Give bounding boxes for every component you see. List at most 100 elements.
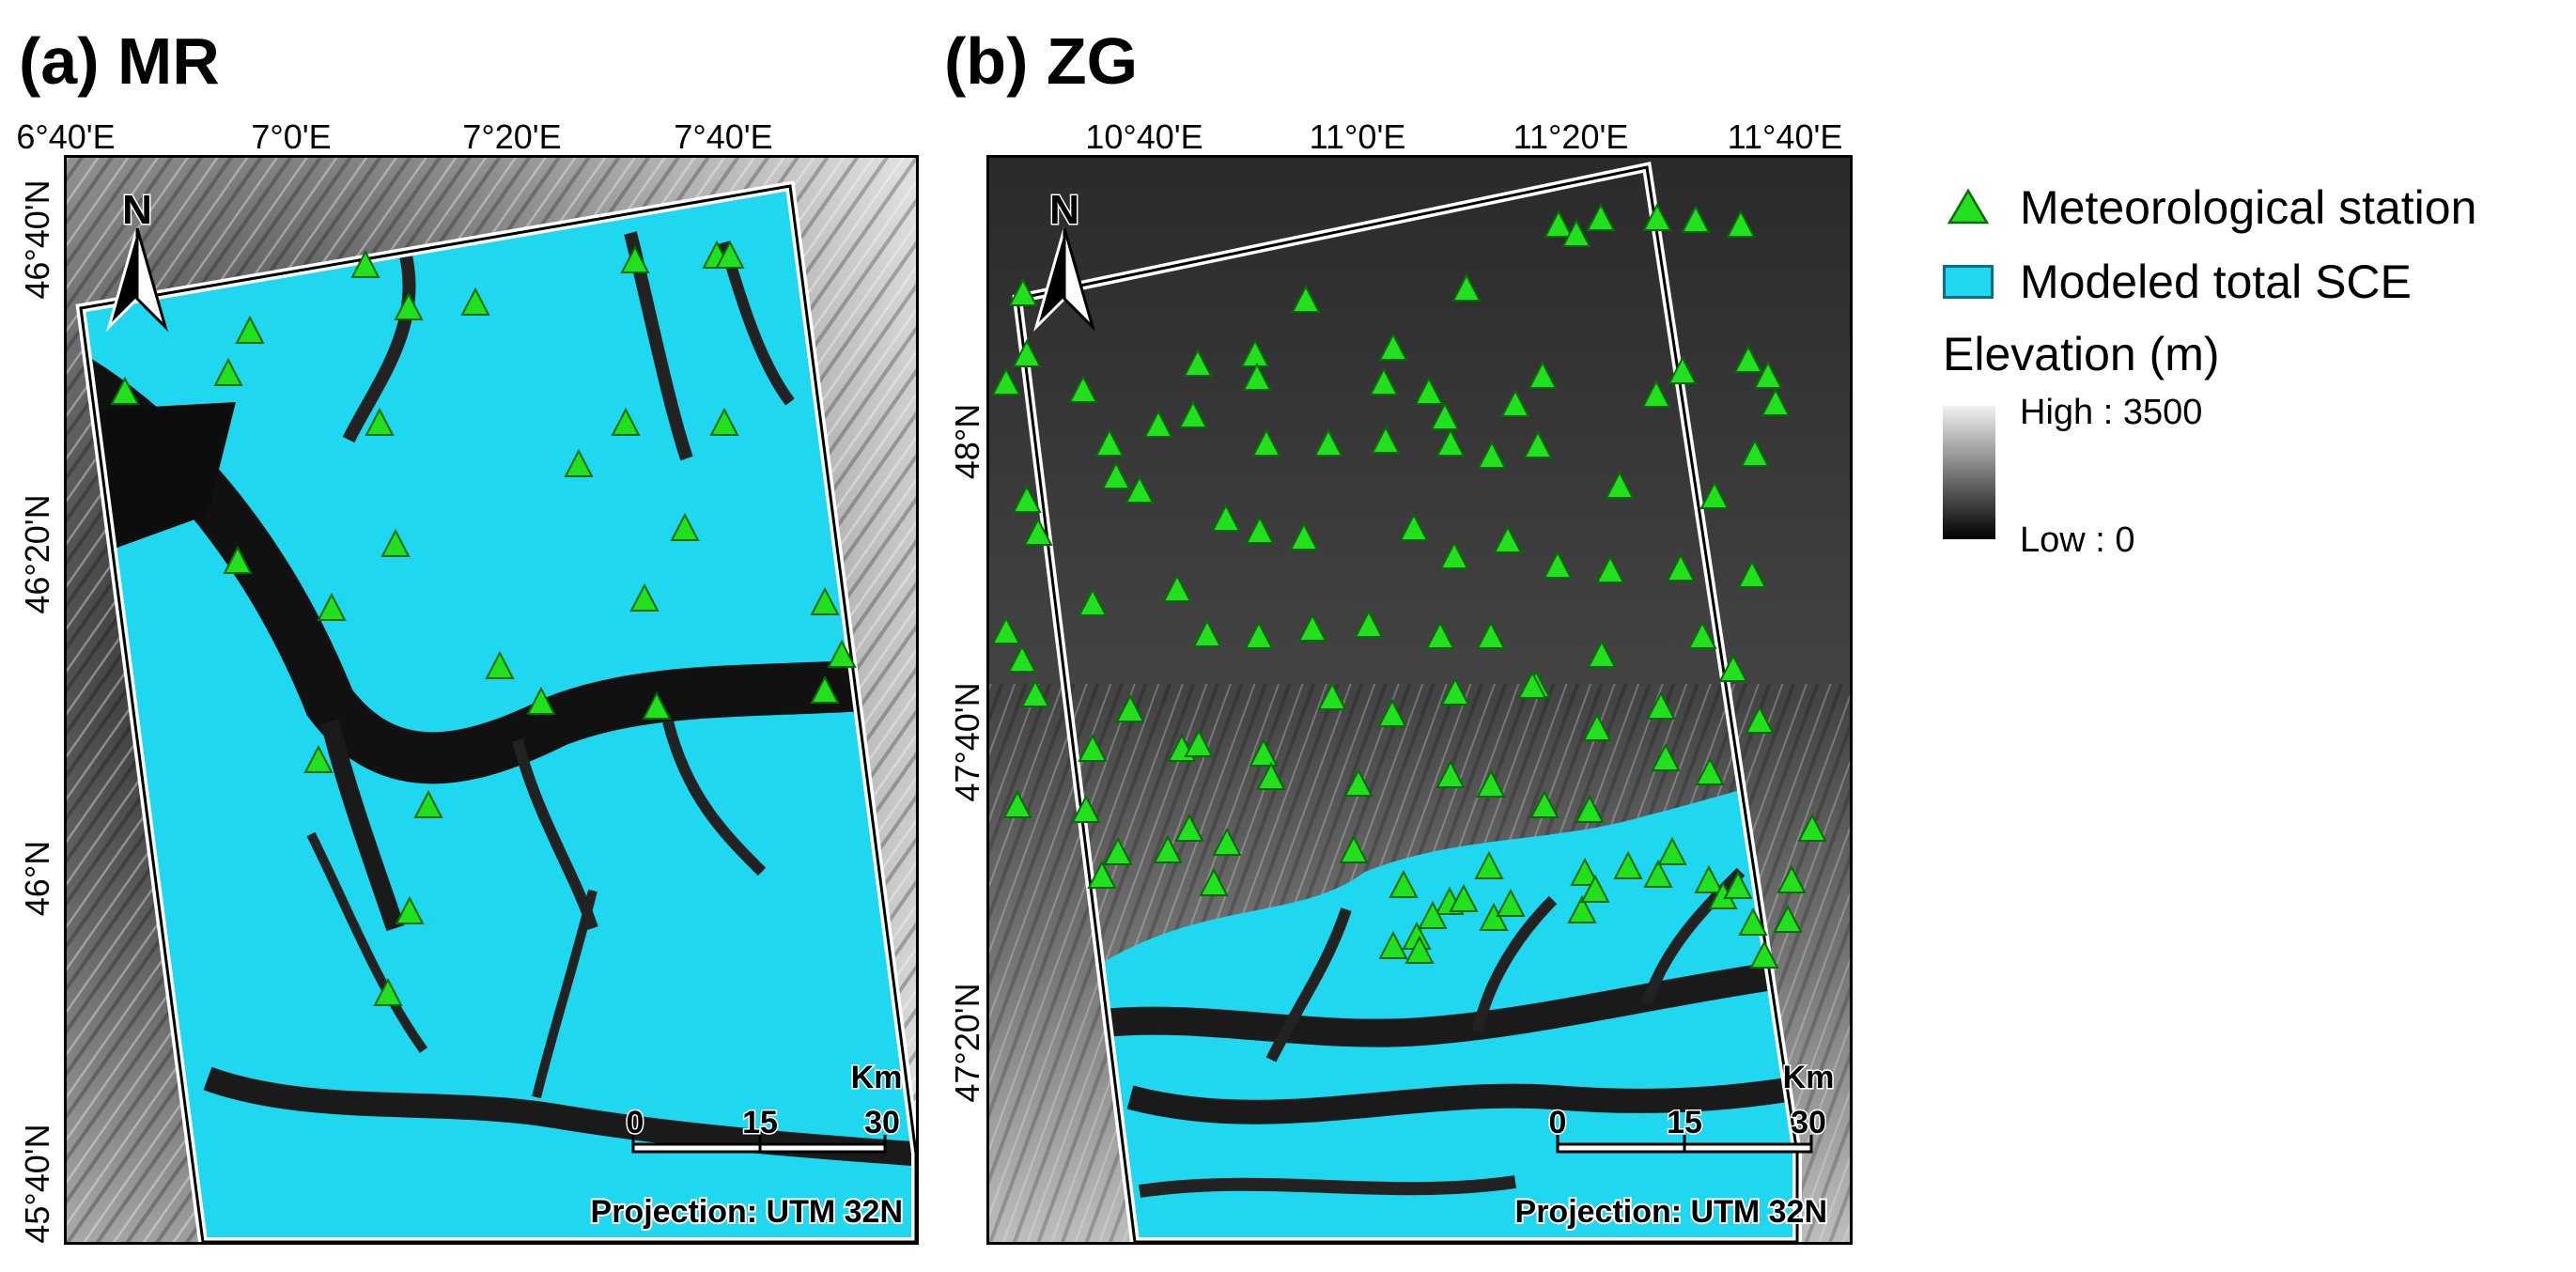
meteorological-station-marker xyxy=(1493,524,1523,553)
lon-tick-label: 11°40'E xyxy=(1727,117,1843,156)
meteorological-station-marker xyxy=(460,287,490,316)
meteorological-station-marker xyxy=(1418,900,1448,929)
meteorological-station-marker xyxy=(1174,813,1204,842)
meteorological-station-marker xyxy=(611,407,641,436)
meteorological-station-marker xyxy=(991,615,1021,644)
meteorological-station-marker xyxy=(1291,284,1321,313)
meteorological-station-marker xyxy=(1125,474,1155,504)
meteorological-station-marker xyxy=(1543,550,1573,579)
meteorological-station-marker xyxy=(1575,794,1605,823)
meteorological-station-marker xyxy=(1339,834,1369,863)
meteorological-station-marker xyxy=(1068,374,1098,403)
meteorological-station-marker xyxy=(1761,387,1791,416)
meteorological-station-marker xyxy=(709,407,739,436)
study-area-boundary-inner xyxy=(1016,165,1799,1242)
meteorological-station-marker xyxy=(1103,836,1133,865)
meteorological-station-marker xyxy=(1199,867,1229,896)
meteorological-station-marker xyxy=(485,650,515,679)
meteorological-station-marker xyxy=(1567,894,1597,923)
meteorological-station-marker xyxy=(1476,768,1506,798)
meteorological-station-marker xyxy=(1078,587,1108,616)
station-legend-icon xyxy=(1947,188,1990,225)
meteorological-station-marker xyxy=(1523,429,1553,458)
meteorological-station-marker xyxy=(1404,935,1435,964)
lon-tick-label: 7°20'E xyxy=(462,117,562,156)
meteorological-station-marker xyxy=(1425,620,1455,649)
legend-low-label: Low : 0 xyxy=(2020,520,2135,560)
meteorological-station-marker xyxy=(1605,470,1635,499)
meteorological-station-marker xyxy=(1726,209,1756,238)
meteorological-station-marker xyxy=(1369,366,1399,396)
meteorological-station-marker xyxy=(413,789,443,818)
meteorological-station-marker xyxy=(1544,209,1574,238)
north-arrow-icon: N xyxy=(1032,186,1096,333)
meteorological-station-marker xyxy=(1245,515,1275,544)
north-arrow-label: N xyxy=(1049,187,1079,233)
meteorological-station-marker xyxy=(1595,554,1625,583)
meteorological-station-marker xyxy=(1192,618,1222,647)
meteorological-station-marker xyxy=(1642,202,1672,231)
panel-title-mr: (a) MR xyxy=(19,24,220,98)
lat-tick-label: 47°40'N xyxy=(948,682,986,802)
meteorological-station-marker xyxy=(1561,218,1591,247)
scale-tick-label: 15 xyxy=(742,1105,778,1140)
meteorological-station-marker xyxy=(1694,864,1724,893)
snow-cover-area xyxy=(1017,759,1797,1242)
meteorological-station-marker xyxy=(1378,930,1408,959)
meteorological-station-marker xyxy=(1101,460,1131,489)
lat-tick-label: 46°20'N xyxy=(18,494,56,614)
meteorological-station-marker xyxy=(1435,427,1466,457)
meteorological-station-marker xyxy=(350,249,380,278)
meteorological-station-marker xyxy=(1749,939,1779,969)
legend-station-label: Meteorological station xyxy=(2020,181,2477,234)
projection-label: Projection: UTM 32N xyxy=(591,1194,903,1230)
meteorological-station-marker xyxy=(1570,857,1600,886)
meteorological-station-marker xyxy=(1580,874,1610,903)
meteorological-station-marker xyxy=(1178,399,1208,428)
meteorological-station-marker xyxy=(1087,860,1117,889)
meteorological-station-marker xyxy=(1587,639,1617,668)
meteorological-station-marker xyxy=(303,744,334,773)
meteorological-station-marker xyxy=(670,512,700,541)
meteorological-station-marker xyxy=(1289,521,1319,551)
meteorological-station-marker xyxy=(1143,409,1173,438)
meteorological-station-marker xyxy=(1115,693,1145,722)
meteorological-station-marker xyxy=(1071,794,1101,823)
scale-unit-label: Km xyxy=(1783,1060,1835,1095)
elevation-color-ramp xyxy=(1943,406,1995,539)
lat-tick-label: 45°40'N xyxy=(18,1124,56,1244)
meteorological-station-marker xyxy=(1737,559,1767,588)
station-layer-mr xyxy=(110,240,857,1006)
legend-sce-label: Modeled total SCE xyxy=(2020,256,2412,308)
meteorological-station-marker xyxy=(1496,888,1526,917)
meteorological-station-marker xyxy=(1242,362,1272,391)
meteorological-station-marker xyxy=(213,357,243,386)
meteorological-station-marker xyxy=(1657,836,1687,865)
lon-tick-label: 6°40'E xyxy=(16,117,116,156)
meteorological-station-marker xyxy=(1244,620,1274,649)
meteorological-station-marker xyxy=(1439,540,1469,569)
meteorological-station-marker xyxy=(1449,883,1479,912)
projection-label: Projection: UTM 32N xyxy=(1515,1194,1827,1230)
meteorological-station-marker xyxy=(1211,503,1241,532)
meteorological-station-marker xyxy=(1500,388,1530,417)
meteorological-station-marker xyxy=(1435,759,1466,788)
meteorological-station-marker xyxy=(1256,761,1286,790)
meteorological-station-marker xyxy=(1738,907,1768,936)
meteorological-station-marker xyxy=(1378,332,1408,361)
lat-tick-label: 46°40'N xyxy=(18,179,56,300)
meteorological-station-marker xyxy=(1414,376,1444,405)
meteorological-station-marker xyxy=(1430,401,1460,430)
meteorological-station-marker xyxy=(1797,813,1827,842)
scale-tick-label: 30 xyxy=(864,1105,900,1140)
meteorological-station-marker xyxy=(1389,869,1419,898)
meteorological-station-marker xyxy=(715,240,745,269)
lon-tick-label: 7°40'E xyxy=(674,117,773,156)
meteorological-station-marker xyxy=(1718,653,1748,682)
meteorological-station-marker xyxy=(1153,834,1183,863)
meteorological-station-marker xyxy=(1646,690,1676,720)
meteorological-station-marker xyxy=(564,448,594,477)
meteorological-station-marker xyxy=(365,407,395,436)
meteorological-station-marker xyxy=(1212,827,1242,856)
meteorological-station-marker xyxy=(827,639,857,668)
